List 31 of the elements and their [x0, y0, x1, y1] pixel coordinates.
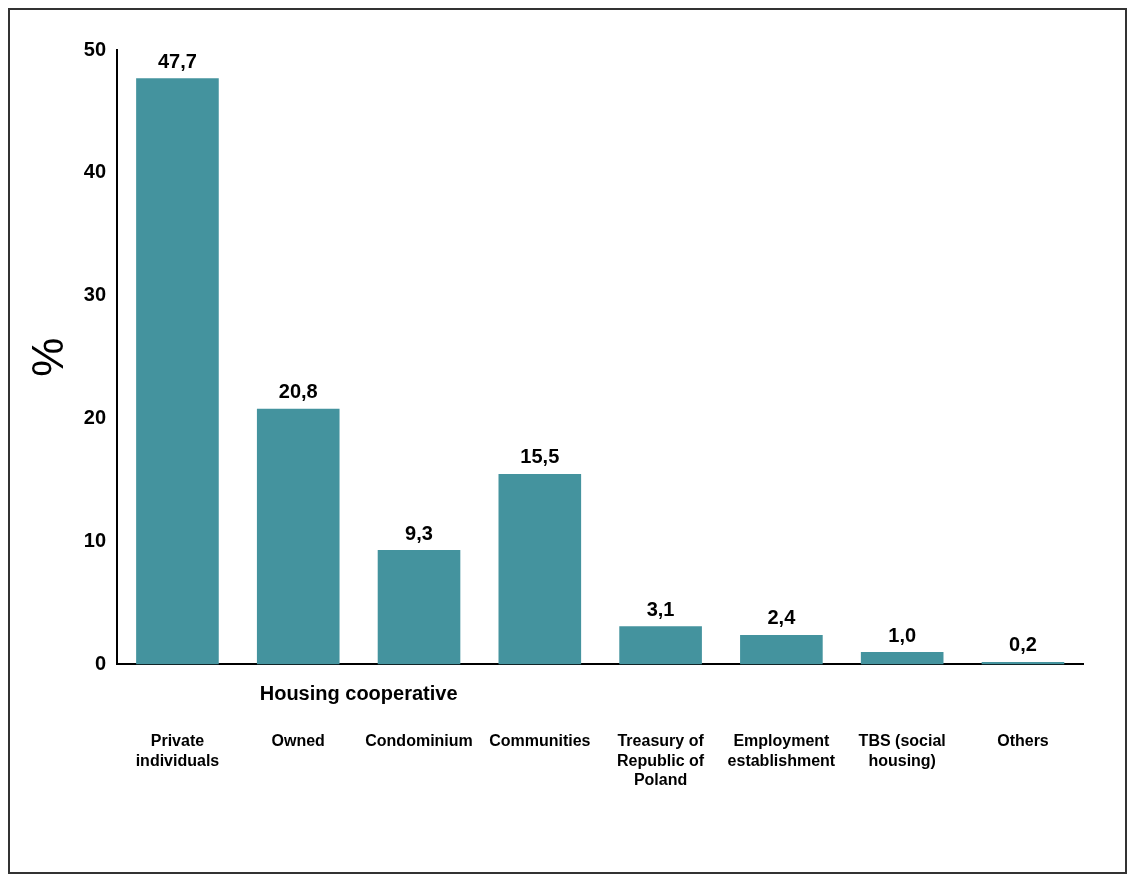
x-tick-label: Owned — [271, 732, 325, 750]
x-tick-label: Employment establishment — [727, 732, 836, 769]
data-label: 2,4 — [767, 606, 797, 629]
y-tick-label: 40 — [83, 160, 107, 183]
y-axis-title: % — [22, 337, 72, 377]
bar — [136, 78, 219, 665]
data-label: 0,2 — [1009, 633, 1037, 656]
bar — [256, 408, 340, 665]
data-label: 47,7 — [157, 49, 197, 72]
y-tick-label: 50 — [83, 37, 107, 60]
data-label: 9,3 — [405, 521, 433, 544]
x-tick-label: TBS (social housing) — [858, 732, 946, 769]
x-tick-label: Private individuals — [135, 732, 220, 769]
x-tick-label: Condominium — [365, 732, 473, 750]
y-tick-label: 10 — [83, 529, 107, 552]
x-tick-label: Others — [997, 732, 1049, 750]
data-label: 20,8 — [278, 380, 318, 403]
data-label: 3,1 — [646, 597, 675, 620]
x-tick-label: Communities — [489, 732, 591, 750]
bar — [740, 634, 823, 665]
bar — [860, 652, 944, 665]
bar — [619, 626, 702, 665]
bar — [377, 550, 461, 665]
y-tick-label: 20 — [83, 406, 107, 429]
text: Housing cooperative — [259, 681, 458, 704]
bar — [498, 473, 582, 665]
y-tick-label: 0 — [94, 651, 107, 674]
x-tick-label: Treasury of Republic of Poland — [617, 732, 705, 788]
data-label: 1,0 — [888, 623, 917, 646]
y-tick-label: 30 — [83, 283, 107, 306]
data-label: 15,5 — [520, 445, 560, 468]
